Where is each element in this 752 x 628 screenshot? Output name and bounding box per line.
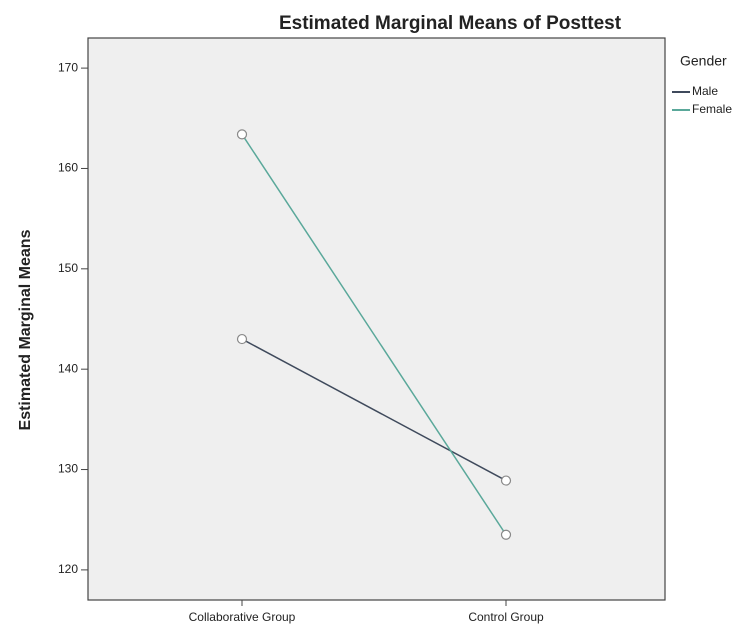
chart-title: Estimated Marginal Means of Posttest — [279, 13, 622, 34]
y-tick-label: 150 — [58, 261, 78, 275]
x-tick-label: Control Group — [468, 610, 544, 624]
chart: Estimated Marginal Means of Posttest Est… — [0, 0, 752, 628]
y-tick-label: 160 — [58, 161, 78, 175]
marker — [238, 335, 247, 344]
marker — [502, 476, 511, 485]
legend-label: Male — [692, 84, 718, 98]
y-tick-label: 130 — [58, 462, 78, 476]
y-tick-label: 140 — [58, 361, 78, 375]
y-tick-label: 170 — [58, 60, 78, 74]
marker — [238, 130, 247, 139]
legend-label: Female — [692, 102, 732, 116]
marker — [502, 530, 511, 539]
legend-title: Gender — [680, 53, 727, 69]
plot-area — [88, 38, 665, 600]
x-tick-label: Collaborative Group — [189, 610, 296, 624]
y-tick-label: 120 — [58, 562, 78, 576]
y-axis-label: Estimated Marginal Means — [17, 229, 34, 430]
